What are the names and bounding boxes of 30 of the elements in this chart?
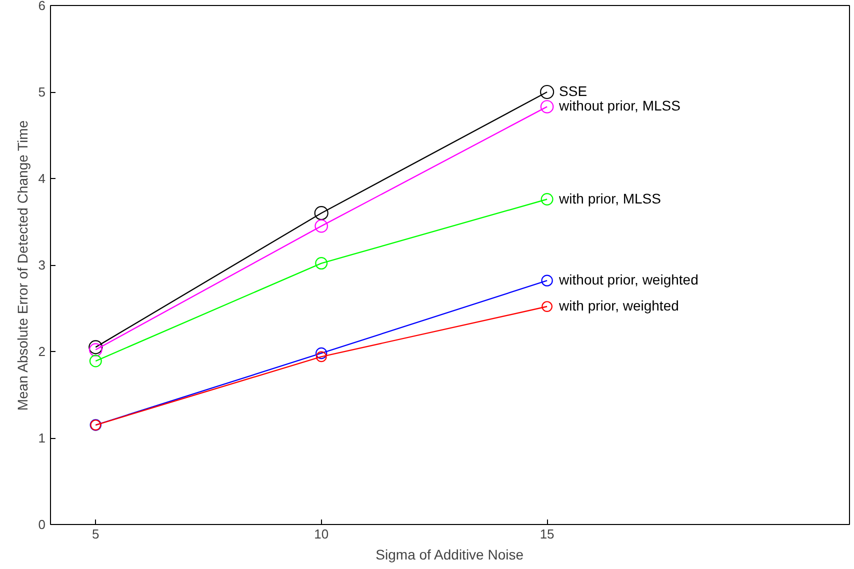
- point: [540, 100, 554, 114]
- y-axis-title: Mean Absolute Error of Detected Change Time: [14, 120, 30, 411]
- point: [315, 257, 328, 270]
- series-label: SSE: [559, 83, 588, 99]
- x-tick-label: 10: [314, 526, 329, 542]
- series-label: without prior, weighted: [558, 272, 698, 288]
- y-tick-label: 4: [38, 171, 46, 186]
- series-label: without prior, MLSS: [558, 98, 680, 114]
- x-tick-label: 15: [540, 526, 554, 542]
- point: [89, 354, 102, 368]
- y-tick-label: 6: [38, 0, 46, 13]
- y-tick-label: 0: [38, 517, 46, 532]
- point: [542, 301, 553, 312]
- point: [540, 193, 554, 206]
- x-tick-label: 5: [92, 526, 100, 542]
- point: [88, 343, 102, 356]
- y-tick-label: 1: [38, 430, 46, 446]
- point: [540, 84, 554, 100]
- point: [316, 351, 327, 362]
- x-axis-title: Sigma of Additive Noise: [376, 546, 524, 562]
- point: [314, 206, 328, 220]
- point: [314, 219, 328, 233]
- series-label: with prior, weighted: [558, 298, 679, 314]
- y-tick-label: 2: [38, 344, 46, 359]
- series-label: with prior, MLSS: [558, 190, 661, 206]
- y-tick-label: 3: [38, 258, 46, 272]
- y-tick-label: 5: [38, 84, 46, 100]
- point: [315, 347, 328, 360]
- point: [88, 340, 103, 354]
- point: [541, 274, 553, 286]
